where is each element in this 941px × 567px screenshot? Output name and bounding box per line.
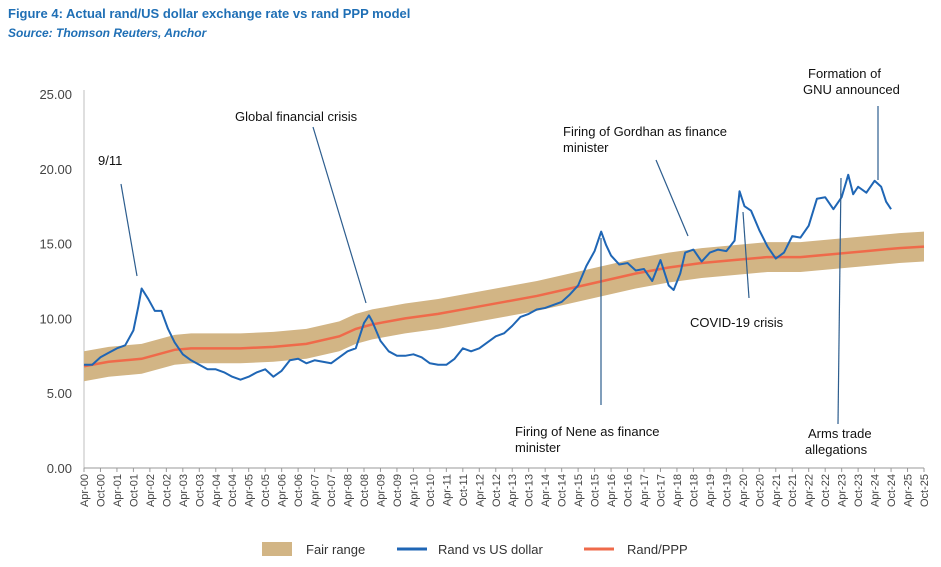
y-tick-label: 5.00 — [47, 386, 72, 401]
x-tick-label: Apr-02 — [145, 474, 157, 507]
y-tick-label: 15.00 — [39, 237, 72, 252]
annotation-arrow-gordhan — [655, 159, 689, 237]
x-tick-label: Apr-19 — [705, 474, 717, 507]
annotation-gnu-line1: Formation of — [808, 66, 881, 81]
x-tick-label: Oct-09 — [392, 474, 404, 507]
x-tick-label: Apr-10 — [408, 474, 420, 507]
x-tick-label: Apr-04 — [211, 474, 223, 507]
fair-range-band — [84, 231, 924, 382]
annotation-gnu-line2: GNU announced — [803, 82, 900, 97]
figure-source: Source: Thomson Reuters, Anchor — [8, 26, 207, 40]
x-tick-label: Apr-01 — [112, 474, 124, 507]
y-tick-label: 25.00 — [39, 87, 72, 102]
annotation-arms-line2: allegations — [805, 442, 868, 457]
x-tick-label: Apr-23 — [837, 474, 849, 507]
x-tick-label: Oct-08 — [359, 474, 371, 507]
annotation-layer: 9/11 Global financial crisis Firing of G… — [98, 66, 900, 457]
y-tick-label: 10.00 — [39, 311, 72, 326]
legend-label-rand-ppp: Rand/PPP — [627, 542, 688, 557]
x-tick-label: Oct-23 — [853, 474, 865, 507]
x-tick-label: Oct-19 — [721, 474, 733, 507]
x-tick-label: Apr-12 — [474, 474, 486, 507]
x-tick-label: Apr-17 — [639, 474, 651, 507]
legend-label-fair-range: Fair range — [306, 542, 365, 557]
y-tick-label: 0.00 — [47, 461, 72, 476]
x-tick-label: Oct-22 — [820, 474, 832, 507]
annotation-gordhan-line1: Firing of Gordhan as finance — [563, 124, 727, 139]
x-tick-label: Apr-06 — [277, 474, 289, 507]
x-tick-label: Apr-16 — [606, 474, 618, 507]
x-tick-label: Apr-03 — [178, 474, 190, 507]
y-axis: 0.00 5.00 10.00 15.00 20.00 25.00 — [39, 87, 85, 476]
annotation-arrow-9-11 — [120, 183, 138, 277]
annotation-9-11: 9/11 — [98, 153, 122, 168]
x-tick-label: Apr-09 — [375, 474, 387, 507]
x-tick-label: Oct-25 — [919, 474, 931, 507]
legend-label-rand-usd: Rand vs US dollar — [438, 542, 543, 557]
x-tick-label: Oct-21 — [787, 474, 799, 507]
x-tick-label: Oct-10 — [425, 474, 437, 507]
x-tick-label: Apr-15 — [573, 474, 585, 507]
x-tick-label: Apr-00 — [79, 474, 91, 507]
x-tick-label: Oct-04 — [227, 474, 239, 507]
x-tick-label: Oct-01 — [128, 474, 140, 507]
x-tick-label: Oct-18 — [688, 474, 700, 507]
chart-legend: Fair range Rand vs US dollar Rand/PPP — [262, 542, 688, 557]
x-tick-label: Apr-13 — [507, 474, 519, 507]
x-tick-label: Oct-17 — [655, 474, 667, 507]
annotation-gfc: Global financial crisis — [235, 109, 358, 124]
x-tick-label: Oct-11 — [458, 474, 470, 506]
rand-usd-line-layer — [84, 173, 892, 381]
x-tick-label: Apr-25 — [903, 474, 915, 507]
x-tick-label: Apr-14 — [540, 474, 552, 507]
x-tick-label: Oct-02 — [161, 474, 173, 507]
x-tick-label: Oct-07 — [326, 474, 338, 507]
x-tick-label: Oct-13 — [524, 474, 536, 507]
x-tick-label: Oct-03 — [194, 474, 206, 507]
x-tick-label: Apr-24 — [870, 474, 882, 507]
annotation-arrow-covid — [742, 211, 750, 299]
annotation-arms-line1: Arms trade — [808, 426, 872, 441]
x-tick-label: Apr-20 — [738, 474, 750, 507]
y-tick-label: 20.00 — [39, 162, 72, 177]
x-tick-label: Oct-14 — [557, 474, 569, 507]
x-tick-label: Apr-21 — [771, 474, 783, 507]
annotation-arrow-arms — [837, 177, 842, 425]
figure-title: Figure 4: Actual rand/US dollar exchange… — [8, 6, 411, 21]
x-tick-label: Oct-00 — [95, 474, 107, 507]
x-tick-label: Oct-06 — [293, 474, 305, 507]
x-tick-label: Oct-05 — [260, 474, 272, 507]
x-tick-label: Apr-07 — [310, 474, 322, 507]
annotation-covid: COVID-19 crisis — [690, 315, 784, 330]
annotation-nene-line1: Firing of Nene as finance — [515, 424, 660, 439]
annotation-gordhan-line2: minister — [563, 140, 609, 155]
x-axis: Apr-00 Oct-00 Apr-01 Oct-01 Apr-02 Oct-02 Apr-… — [79, 467, 931, 507]
legend-swatch-fair-range — [262, 542, 292, 556]
x-tick-label: Apr-18 — [672, 474, 684, 507]
x-tick-label: Apr-08 — [343, 474, 355, 507]
x-tick-label: Oct-15 — [590, 474, 602, 507]
x-tick-label: Oct-12 — [491, 474, 503, 507]
x-tick-label: Oct-24 — [886, 474, 898, 507]
x-tick-label: Oct-20 — [754, 474, 766, 507]
annotation-nene-line2: minister — [515, 440, 561, 455]
x-tick-label: Apr-05 — [244, 474, 256, 507]
x-tick-label: Apr-22 — [804, 474, 816, 507]
x-tick-label: Oct-16 — [623, 474, 635, 507]
annotation-arrow-gfc — [312, 126, 367, 304]
fair-range-band-layer — [84, 231, 924, 382]
x-tick-label: Apr-11 — [441, 474, 453, 506]
rand-usd-line — [84, 173, 892, 381]
